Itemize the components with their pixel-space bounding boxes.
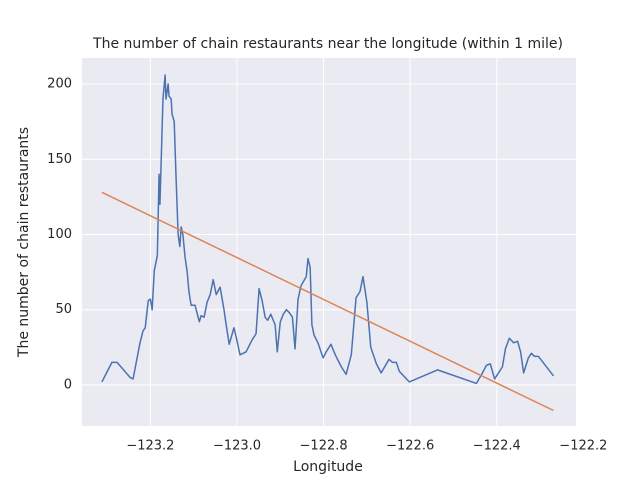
y-axis-label: The number of chain restaurants xyxy=(16,127,32,358)
y-tick-label: 0 xyxy=(64,377,72,392)
x-tick-label: −122.4 xyxy=(473,439,521,454)
data-line xyxy=(101,191,554,412)
y-tick-label: 100 xyxy=(47,227,72,242)
x-tick-label: −122.8 xyxy=(300,439,348,454)
data-line xyxy=(101,74,555,385)
x-tick-label: −123.0 xyxy=(213,439,261,454)
x-tick-label: −123.2 xyxy=(126,439,174,454)
x-axis-label: Longitude xyxy=(293,459,363,475)
x-tick-label: −122.6 xyxy=(386,439,434,454)
x-tick-label: −122.2 xyxy=(559,439,607,454)
y-tick-label: 50 xyxy=(55,302,72,317)
chart-title: The number of chain restaurants near the… xyxy=(92,36,563,52)
y-tick-label: 200 xyxy=(47,77,72,92)
plot-area xyxy=(82,58,576,426)
y-tick-label: 150 xyxy=(47,152,72,167)
